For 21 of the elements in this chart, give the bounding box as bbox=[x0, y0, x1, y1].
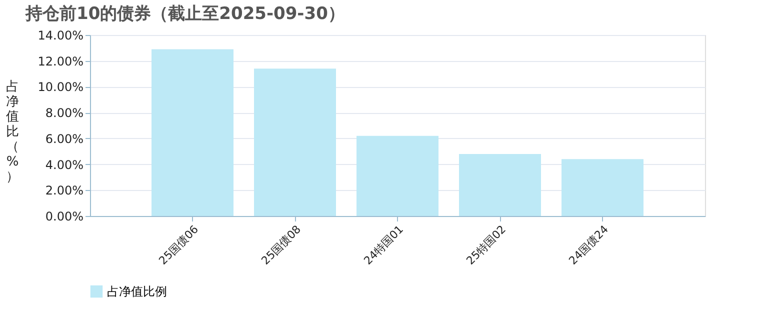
y-tick-label: 6.00% bbox=[45, 132, 84, 146]
x-tick-label: 25国债08 bbox=[258, 222, 304, 268]
y-tick-label: 4.00% bbox=[45, 158, 84, 172]
bar bbox=[459, 154, 541, 216]
bar bbox=[562, 159, 644, 216]
x-tick-label: 25国债06 bbox=[156, 222, 201, 268]
x-tick-label: 25特国02 bbox=[464, 222, 508, 268]
x-tick-label: 24特国01 bbox=[361, 222, 406, 268]
bar bbox=[254, 68, 336, 216]
y-tick-label: 2.00% bbox=[45, 184, 84, 198]
bar bbox=[152, 49, 234, 216]
y-axis-title: 占净值比（%） bbox=[6, 80, 19, 184]
x-tick-label: 24国债24 bbox=[566, 222, 611, 268]
y-tick-label: 10.00% bbox=[38, 80, 84, 94]
y-tick-label: 12.00% bbox=[38, 54, 84, 68]
y-tick-label: 14.00% bbox=[38, 28, 84, 42]
y-tick-label: 8.00% bbox=[45, 106, 84, 120]
y-tick-label: 0.00% bbox=[45, 210, 84, 224]
bar bbox=[356, 136, 438, 216]
legend-label: 占净值比例 bbox=[107, 284, 167, 298]
chart-title: 持仓前10的债券（截止至2025-09-30） bbox=[24, 4, 345, 24]
